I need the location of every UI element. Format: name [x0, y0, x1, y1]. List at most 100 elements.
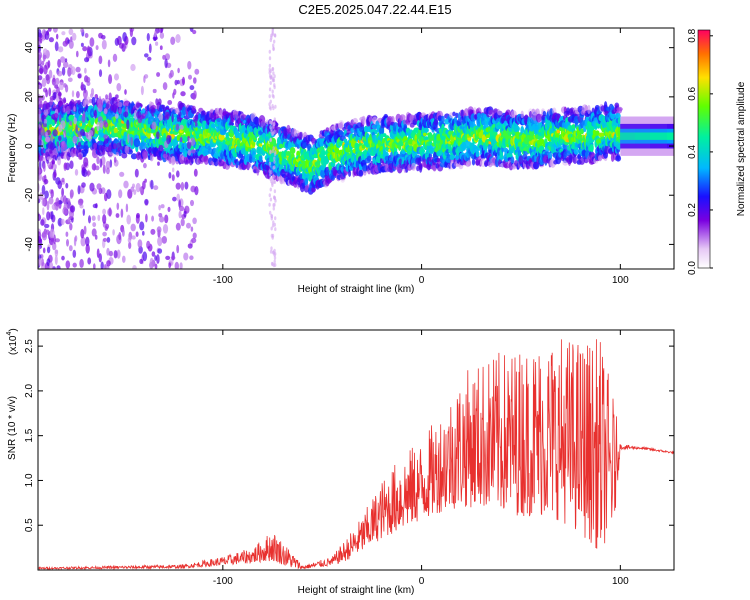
heatmap-cell — [114, 121, 118, 128]
heatmap-noise — [87, 257, 92, 265]
heatmap-cell — [429, 144, 435, 155]
heatmap-noise — [157, 98, 162, 106]
heatmap-noise — [127, 133, 130, 143]
heatmap-cell — [433, 118, 438, 126]
heatmap-noise — [272, 220, 275, 225]
heatmap-noise — [91, 215, 96, 221]
heatmap-noise — [65, 260, 71, 269]
heatmap-noise — [268, 161, 272, 166]
heatmap-noise — [63, 129, 67, 138]
heatmap-noise — [72, 135, 78, 144]
heatmap-noise — [268, 193, 271, 198]
heatmap-noise — [77, 141, 81, 148]
heatmap-noise — [272, 131, 275, 136]
heatmap-noise — [112, 229, 115, 236]
heatmap-noise — [118, 232, 122, 241]
heatmap-noise — [43, 178, 49, 185]
heatmap-cell — [587, 104, 591, 115]
heatmap-noise — [80, 28, 85, 33]
heatmap-noise — [177, 100, 183, 109]
heatmap-noise — [52, 129, 58, 137]
heatmap-noise — [134, 168, 139, 178]
heatmap-noise — [76, 50, 79, 58]
heatmap-noise — [160, 204, 165, 209]
heatmap-noise — [50, 210, 54, 220]
heatmap-noise — [152, 88, 157, 94]
heatmap-noise — [269, 38, 272, 43]
heatmap-cell — [330, 174, 335, 181]
heatmap-noise — [273, 195, 276, 200]
heatmap-noise — [187, 135, 190, 142]
heatmap-noise — [268, 49, 271, 54]
heatmap-noise — [43, 163, 46, 172]
heatmap-noise — [147, 56, 152, 61]
heatmap-noise — [164, 58, 168, 69]
heatmap-noise — [122, 255, 126, 263]
heatmap-noise — [66, 151, 71, 161]
heatmap-noise — [85, 236, 90, 247]
heatmap-noise — [103, 122, 109, 128]
heatmap-noise — [123, 180, 129, 189]
heatmap-noise — [39, 155, 44, 162]
heatmap-noise — [73, 106, 76, 112]
heatmap-noise — [102, 146, 106, 156]
heatmap-noise — [61, 66, 66, 76]
heatmap-cell — [589, 144, 594, 152]
heatmap-noise — [46, 211, 51, 221]
heatmap-noise — [48, 87, 52, 97]
heatmap-noise — [58, 114, 62, 123]
heatmap-noise — [142, 230, 145, 236]
heatmap-peak — [171, 134, 175, 138]
heatmap-noise — [83, 92, 87, 101]
heatmap-noise — [153, 36, 157, 42]
heatmap-noise — [187, 60, 192, 70]
heatmap-noise — [38, 103, 43, 108]
heatmap-noise — [142, 180, 146, 190]
heatmap-peak — [258, 143, 263, 147]
heatmap-noise — [102, 231, 107, 237]
heatmap-noise — [40, 219, 45, 226]
x-tick-label: -100 — [213, 576, 233, 587]
heatmap-noise — [101, 39, 107, 50]
heatmap-noise — [130, 186, 135, 193]
heatmap-noise — [44, 190, 49, 199]
heatmap-noise — [61, 255, 65, 261]
heatmap-noise — [42, 48, 48, 55]
heatmap-noise — [174, 107, 180, 114]
heatmap-cell — [258, 155, 263, 163]
heatmap-cell — [203, 155, 209, 165]
heatmap-noise — [122, 228, 125, 237]
heatmap-noise — [66, 239, 69, 247]
heatmap-cell — [85, 149, 89, 154]
heatmap-noise — [189, 85, 195, 91]
heatmap-cell — [348, 170, 352, 177]
heatmap-cell — [320, 149, 326, 157]
heatmap-cell — [598, 154, 602, 162]
heatmap-noise — [272, 146, 275, 151]
heatmap-noise — [85, 76, 91, 83]
heatmap-noise — [194, 68, 200, 75]
heatmap-noise — [159, 216, 165, 223]
heatmap-noise — [132, 265, 137, 269]
heatmap-noise — [184, 181, 189, 190]
heatmap-noise — [42, 123, 48, 128]
heatmap-noise — [80, 42, 84, 48]
heatmap-peak — [423, 132, 427, 137]
heatmap-noise — [268, 63, 272, 68]
heatmap-noise — [106, 189, 112, 200]
heatmap-noise — [143, 162, 147, 169]
heatmap-noise — [41, 115, 45, 125]
heatmap-noise — [269, 81, 272, 85]
heatmap-cell — [449, 112, 454, 119]
heatmap-noise — [38, 109, 42, 115]
heatmap-noise — [149, 155, 154, 162]
heatmap-noise — [193, 116, 198, 123]
heatmap-noise — [77, 198, 84, 206]
heatmap-noise — [55, 77, 60, 86]
heatmap-noise — [166, 134, 171, 145]
heatmap-noise — [69, 160, 74, 169]
heatmap-cell — [143, 151, 147, 160]
heatmap-noise — [113, 143, 117, 150]
heatmap-noise — [175, 34, 181, 43]
